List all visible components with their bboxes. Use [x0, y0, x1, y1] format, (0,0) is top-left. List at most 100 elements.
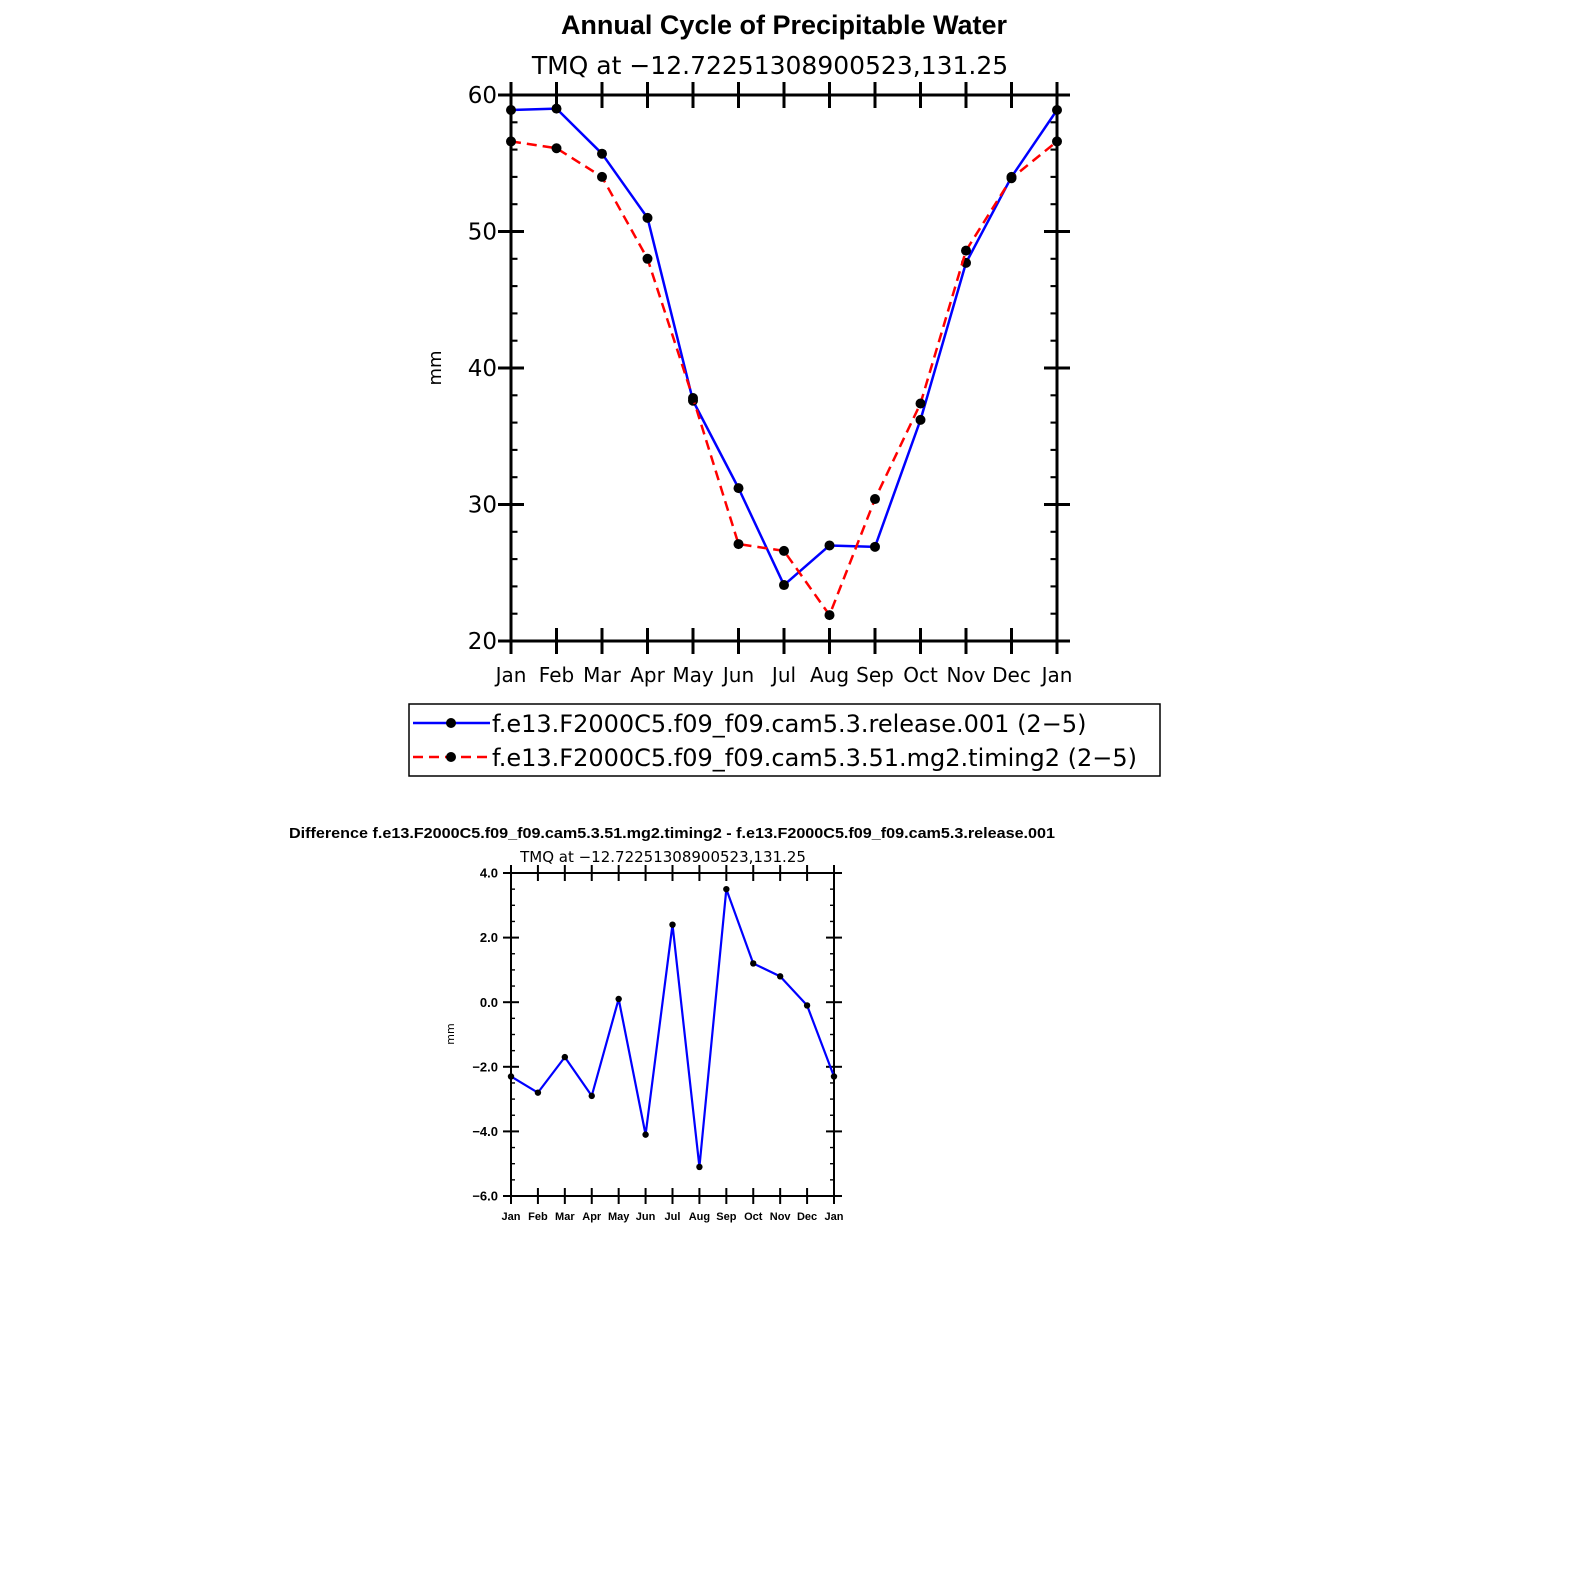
x-tick-label: May [608, 1211, 630, 1223]
data-point [669, 921, 676, 928]
x-tick-label: Aug [689, 1211, 710, 1223]
legend-label: f.e13.F2000C5.f09_f09.cam5.3.release.001… [492, 710, 1086, 738]
series-line [510, 140, 1058, 617]
data-point [776, 973, 784, 980]
plot-frame [509, 93, 1059, 643]
data-point [824, 540, 835, 551]
data-point [597, 148, 607, 159]
x-tick-label: Jan [825, 1211, 844, 1223]
data-point [779, 545, 789, 556]
axes [498, 82, 1070, 654]
data-point [824, 610, 835, 621]
data-point [915, 414, 926, 425]
data-point [642, 253, 653, 264]
data-point [507, 1073, 515, 1080]
x-tick-label: Oct [744, 1211, 763, 1223]
x-tick-label: Dec [797, 1211, 817, 1223]
data-point [723, 885, 730, 893]
tick-labels: Jan Feb Mar Apr May Jun Jul Aug Sep Oct Nov Dec Jan 2… [468, 83, 1073, 687]
y-tick-label: 2.0 [480, 930, 498, 945]
annual-cycle-chart: Annual Cycle of Precipitable Water TMQ a… [425, 10, 1072, 687]
plot-frame [510, 872, 835, 1197]
data-point [870, 541, 880, 552]
series-layer [506, 103, 1062, 621]
data-point [696, 1163, 703, 1171]
x-tick-label: Jul [665, 1211, 681, 1223]
axes [503, 865, 842, 1204]
legend-entry-release: f.e13.F2000C5.f09_f09.cam5.3.release.001… [413, 710, 1086, 738]
data-point [561, 1053, 569, 1061]
data-point [915, 398, 926, 409]
data-point [733, 539, 744, 550]
x-tick-label: Oct [903, 663, 938, 687]
series-line [510, 888, 836, 1169]
series-line [510, 107, 1059, 587]
data-point [779, 580, 789, 591]
x-tick-label: Jul [770, 663, 796, 687]
y-tick-label: 50 [468, 220, 497, 246]
x-tick-label: Nov [770, 1211, 792, 1223]
data-point [642, 212, 653, 223]
y-tick-label: 0.0 [480, 995, 498, 1010]
x-tick-label: Feb [528, 1211, 548, 1223]
chart-title: Annual Cycle of Precipitable Water [561, 10, 1008, 40]
legend: f.e13.F2000C5.f09_f09.cam5.3.release.001… [408, 703, 1161, 777]
data-point [551, 103, 562, 114]
x-tick-label: Apr [582, 1211, 602, 1223]
x-tick-label: Mar [555, 1211, 575, 1223]
data-point [830, 1073, 838, 1080]
chart-subtitle: TMQ at −12.72251308900523,131.25 [519, 848, 806, 866]
legend-label: f.e13.F2000C5.f09_f09.cam5.3.51.mg2.timi… [492, 744, 1137, 772]
y-tick-label: 4.0 [480, 866, 498, 881]
data-point [597, 171, 607, 182]
legend-box [408, 703, 1161, 777]
data-point [1052, 136, 1062, 147]
data-point [534, 1089, 542, 1096]
series-layer [507, 885, 838, 1171]
x-tick-label: Jun [636, 1211, 656, 1223]
x-tick-label: Jun [721, 663, 754, 687]
data-point [1052, 105, 1062, 116]
x-tick-label: Nov [946, 663, 985, 687]
x-tick-label: Sep [716, 1211, 736, 1223]
y-tick-label: −2.0 [472, 1059, 498, 1074]
x-tick-label: Jan [1040, 663, 1073, 687]
x-tick-label: Sep [856, 663, 894, 687]
x-tick-label: May [672, 663, 714, 687]
difference-chart: Difference f.e13.F2000C5.f09_f09.cam5.3.… [289, 825, 1055, 1223]
y-axis-label: mm [444, 1023, 457, 1044]
data-point [506, 136, 516, 147]
x-tick-label: Mar [583, 663, 622, 687]
x-tick-label: Aug [810, 663, 849, 687]
y-tick-label: −6.0 [472, 1189, 498, 1204]
data-point [803, 1002, 811, 1009]
x-tick-label: Apr [630, 663, 665, 687]
y-tick-label: 30 [468, 493, 497, 519]
y-tick-label: 40 [468, 356, 497, 382]
legend-entry-timing2: f.e13.F2000C5.f09_f09.cam5.3.51.mg2.timi… [413, 744, 1137, 772]
data-point [551, 143, 562, 154]
chart-subtitle: TMQ at −12.72251308900523,131.25 [531, 51, 1008, 80]
data-point [642, 1131, 649, 1138]
data-point [733, 483, 744, 494]
legend-swatch-marker [446, 718, 456, 728]
data-point [870, 494, 880, 505]
data-point [615, 995, 622, 1003]
data-point [688, 393, 698, 404]
y-tick-label: 20 [468, 629, 497, 655]
tick-labels: Jan Feb Mar Apr May Jun Jul Aug Sep Oct Nov Dec Jan 4… [472, 866, 843, 1223]
x-tick-label: Dec [992, 663, 1031, 687]
y-axis-label: mm [425, 350, 446, 385]
data-point [1006, 173, 1017, 184]
data-point [588, 1092, 595, 1100]
legend-swatch-marker [446, 752, 456, 762]
chart-title: Difference f.e13.F2000C5.f09_f09.cam5.3.… [289, 825, 1055, 842]
x-tick-label: Jan [494, 663, 527, 687]
y-tick-label: −4.0 [472, 1124, 498, 1139]
y-tick-label: 60 [468, 83, 497, 109]
data-point [506, 105, 516, 116]
data-point [961, 245, 971, 256]
x-tick-label: Jan [502, 1211, 521, 1223]
x-tick-label: Feb [539, 663, 574, 687]
